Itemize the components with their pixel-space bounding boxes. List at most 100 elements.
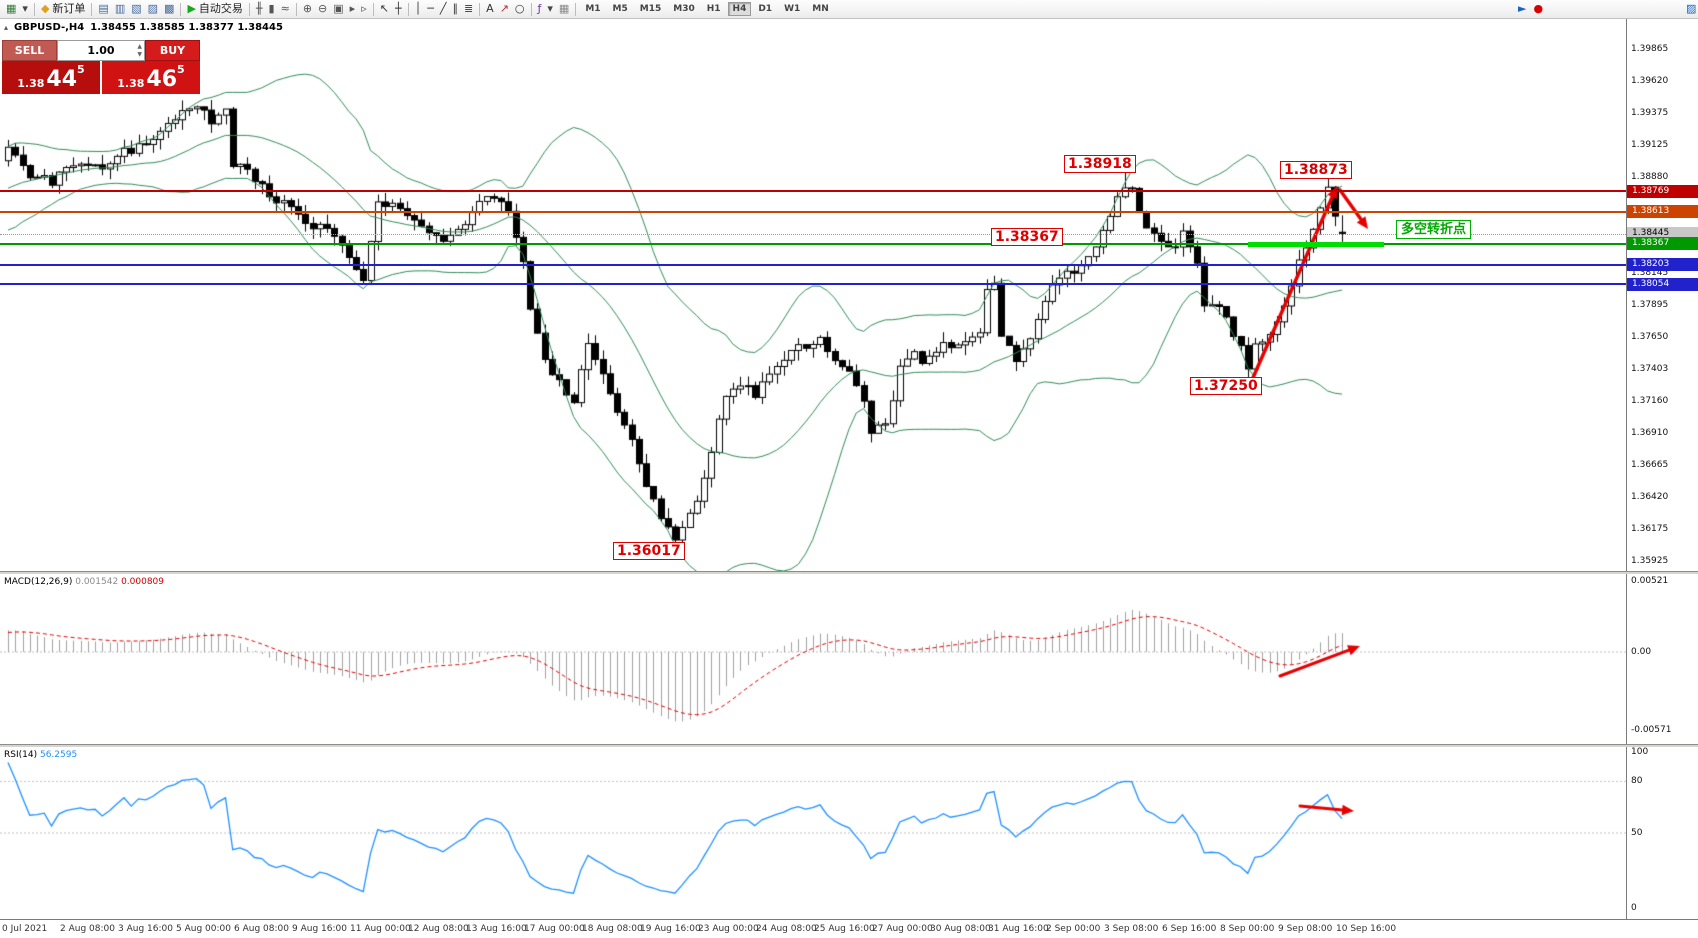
market-watch-button[interactable]: ▤ — [95, 1, 111, 17]
sell-price-display[interactable]: 1.38 44 5 — [2, 61, 100, 94]
data-window-button[interactable]: ▥ — [112, 1, 128, 17]
time-label: 8 Sep 00:00 — [1220, 924, 1275, 934]
turning-point-note[interactable]: 多空转折点 — [1396, 220, 1472, 239]
auto-scroll-button[interactable]: ▸ — [347, 1, 359, 17]
price-annotation-label[interactable]: 1.36017 — [613, 542, 685, 560]
volume-input[interactable]: 1.00 ▲ ▼ — [57, 40, 145, 61]
timeframe-w1-button[interactable]: W1 — [784, 4, 801, 14]
toolbar-separator — [33, 2, 35, 16]
tile-windows-button[interactable]: ▣ — [330, 1, 346, 17]
timeframe-h1-button[interactable]: H1 — [706, 4, 721, 14]
ask-prefix: 1.38 — [117, 77, 145, 90]
timeframe-m15-button[interactable]: M15 — [639, 4, 662, 14]
new-order-button[interactable]: ◆ 新订单 — [38, 1, 88, 17]
price-annotation-label[interactable]: 1.38918 — [1064, 155, 1136, 173]
macd-signal-value: 0.000809 — [121, 577, 165, 587]
text-tool-button[interactable]: A — [483, 1, 497, 17]
horizontal-line-1.38769[interactable] — [0, 190, 1626, 193]
macd-indicator-header: MACD(12,26,9) 0.001542 0.000809 — [4, 577, 164, 587]
auto-trading-button[interactable]: ▶ 自动交易 — [184, 1, 245, 17]
indicators-dropdown-icon: ▾ — [547, 2, 553, 15]
price-annotation-label[interactable]: 1.37250 — [1190, 377, 1262, 395]
fibonacci-icon: ≣ — [463, 2, 474, 15]
support-highlight-line[interactable] — [1248, 242, 1384, 247]
terminal-button[interactable]: ▨ — [145, 1, 161, 17]
chart-pointer-icon[interactable]: ► — [1518, 2, 1527, 15]
arrow-tool-button[interactable]: ↗ — [497, 1, 512, 17]
indicators-dropdown-button[interactable]: ▾ — [544, 1, 556, 17]
volume-spinner[interactable]: ▲ ▼ — [137, 43, 142, 59]
toolbar-right-icons: ► ● — [1518, 1, 1543, 17]
horizontal-line-1.38203[interactable] — [0, 263, 1626, 266]
crosshair-button[interactable]: ┼ — [392, 1, 405, 17]
chart-dropdown-button[interactable]: ▾ — [19, 1, 31, 17]
navigator-button[interactable]: ▧ — [128, 1, 144, 17]
price-level-badge: 1.38769 — [1627, 184, 1698, 198]
price-annotation-label[interactable]: 1.38873 — [1280, 161, 1352, 179]
horizontal-line-1.38445[interactable] — [0, 233, 1626, 235]
toolbar: ▦ ▾ ◆ 新订单 ▤ ▥ ▧ ▨ ▩ ▶ 自动交易 ╫ ▮ ≈ ⊕ ⊖ ▣ ▸ ▹ ↖ ┼ │ ─ ╱ ∥ ≣ A ↗ ○ ƒ ▾ ▦ M1 M… — [0, 0, 1698, 19]
navigator-icon: ▧ — [131, 2, 142, 15]
fibonacci-button[interactable]: ≣ — [461, 1, 476, 17]
time-axis[interactable]: 0 Jul 2021 2 Aug 08:00 3 Aug 16:00 5 Aug 00… — [0, 919, 1698, 938]
volume-spin-down-icon[interactable]: ▼ — [137, 51, 142, 58]
sell-button[interactable]: SELL — [2, 40, 57, 61]
timeframe-d1-button[interactable]: D1 — [758, 4, 773, 14]
line-chart-button[interactable]: ≈ — [278, 1, 293, 17]
volume-spin-up-icon[interactable]: ▲ — [137, 43, 142, 50]
price-level-badge: 1.38613 — [1627, 205, 1698, 219]
channel-button[interactable]: ∥ — [449, 1, 461, 17]
price-tick-label: 1.36420 — [1631, 491, 1669, 502]
rsi-pane-canvas[interactable] — [0, 747, 1626, 919]
price-scale[interactable]: 1.39865 1.39620 1.39375 1.39125 1.38880 1.381… — [1626, 19, 1698, 919]
bar-chart-button[interactable]: ╫ — [253, 1, 266, 17]
templates-button[interactable]: ▦ — [556, 1, 572, 17]
price-tick-label: 1.36910 — [1631, 428, 1669, 438]
buy-price-display[interactable]: 1.38 46 5 — [102, 61, 200, 94]
new-chart-button[interactable]: ▦ — [3, 1, 19, 17]
clipped-window-icon[interactable]: ▨ — [1686, 2, 1697, 15]
trendline-icon: ╱ — [439, 2, 447, 15]
zoom-out-button[interactable]: ⊖ — [315, 1, 330, 17]
rsi-scale-label: 50 — [1631, 828, 1643, 838]
horizontal-line-1.38367[interactable] — [0, 242, 1626, 245]
time-label: 3 Aug 16:00 — [118, 924, 173, 934]
pane-splitter-rsi[interactable] — [0, 744, 1698, 747]
zoom-in-button[interactable]: ⊕ — [300, 1, 315, 17]
trendline-button[interactable]: ╱ — [437, 1, 450, 17]
toolbar-separator — [530, 2, 532, 16]
strategy-tester-icon: ▩ — [164, 2, 175, 15]
rsi-scale-label: 80 — [1631, 776, 1643, 787]
new-chart-icon: ▦ — [6, 2, 17, 15]
timeframe-m1-button[interactable]: M1 — [585, 4, 601, 14]
toolbar-separator — [180, 2, 182, 16]
cursor-button[interactable]: ↖ — [377, 1, 392, 17]
buy-button[interactable]: BUY — [145, 40, 200, 61]
timeframe-mn-button[interactable]: MN — [812, 4, 829, 14]
price-annotation-label[interactable]: 1.38367 — [991, 228, 1063, 246]
record-icon[interactable]: ● — [1533, 2, 1544, 15]
price-tick-label: 1.35925 — [1631, 556, 1669, 566]
horizontal-line-button[interactable]: ─ — [424, 1, 437, 17]
time-label: 24 Aug 08:00 — [756, 924, 817, 934]
horizontal-line-1.38613[interactable] — [0, 210, 1626, 213]
strategy-tester-button[interactable]: ▩ — [161, 1, 177, 17]
vertical-line-button[interactable]: │ — [412, 1, 425, 17]
macd-pane-canvas[interactable] — [0, 574, 1626, 744]
pane-splitter-macd[interactable] — [0, 571, 1698, 574]
time-label: 9 Aug 16:00 — [292, 924, 347, 934]
candlestick-chart-button[interactable]: ▮ — [266, 1, 278, 17]
time-label: 13 Aug 16:00 — [466, 924, 527, 934]
time-label: 30 Aug 08:00 — [930, 924, 991, 934]
one-click-trading-panel: SELL 1.00 ▲ ▼ BUY 1.38 44 5 1.38 46 5 — [2, 40, 200, 94]
main-chart-canvas[interactable] — [0, 19, 1626, 571]
timeframe-m5-button[interactable]: M5 — [612, 4, 628, 14]
chart-shift-button[interactable]: ▹ — [358, 1, 370, 17]
shapes-button[interactable]: ○ — [512, 1, 528, 17]
one-click-collapse-icon[interactable]: ▴ — [4, 23, 9, 32]
timeframe-m30-button[interactable]: M30 — [673, 4, 695, 14]
price-tick-label: 1.37403 — [1631, 363, 1669, 374]
horizontal-line-1.38054[interactable] — [0, 283, 1626, 286]
timeframe-h4-button[interactable]: H4 — [727, 2, 752, 16]
indicators-button[interactable]: ƒ — [535, 1, 545, 17]
